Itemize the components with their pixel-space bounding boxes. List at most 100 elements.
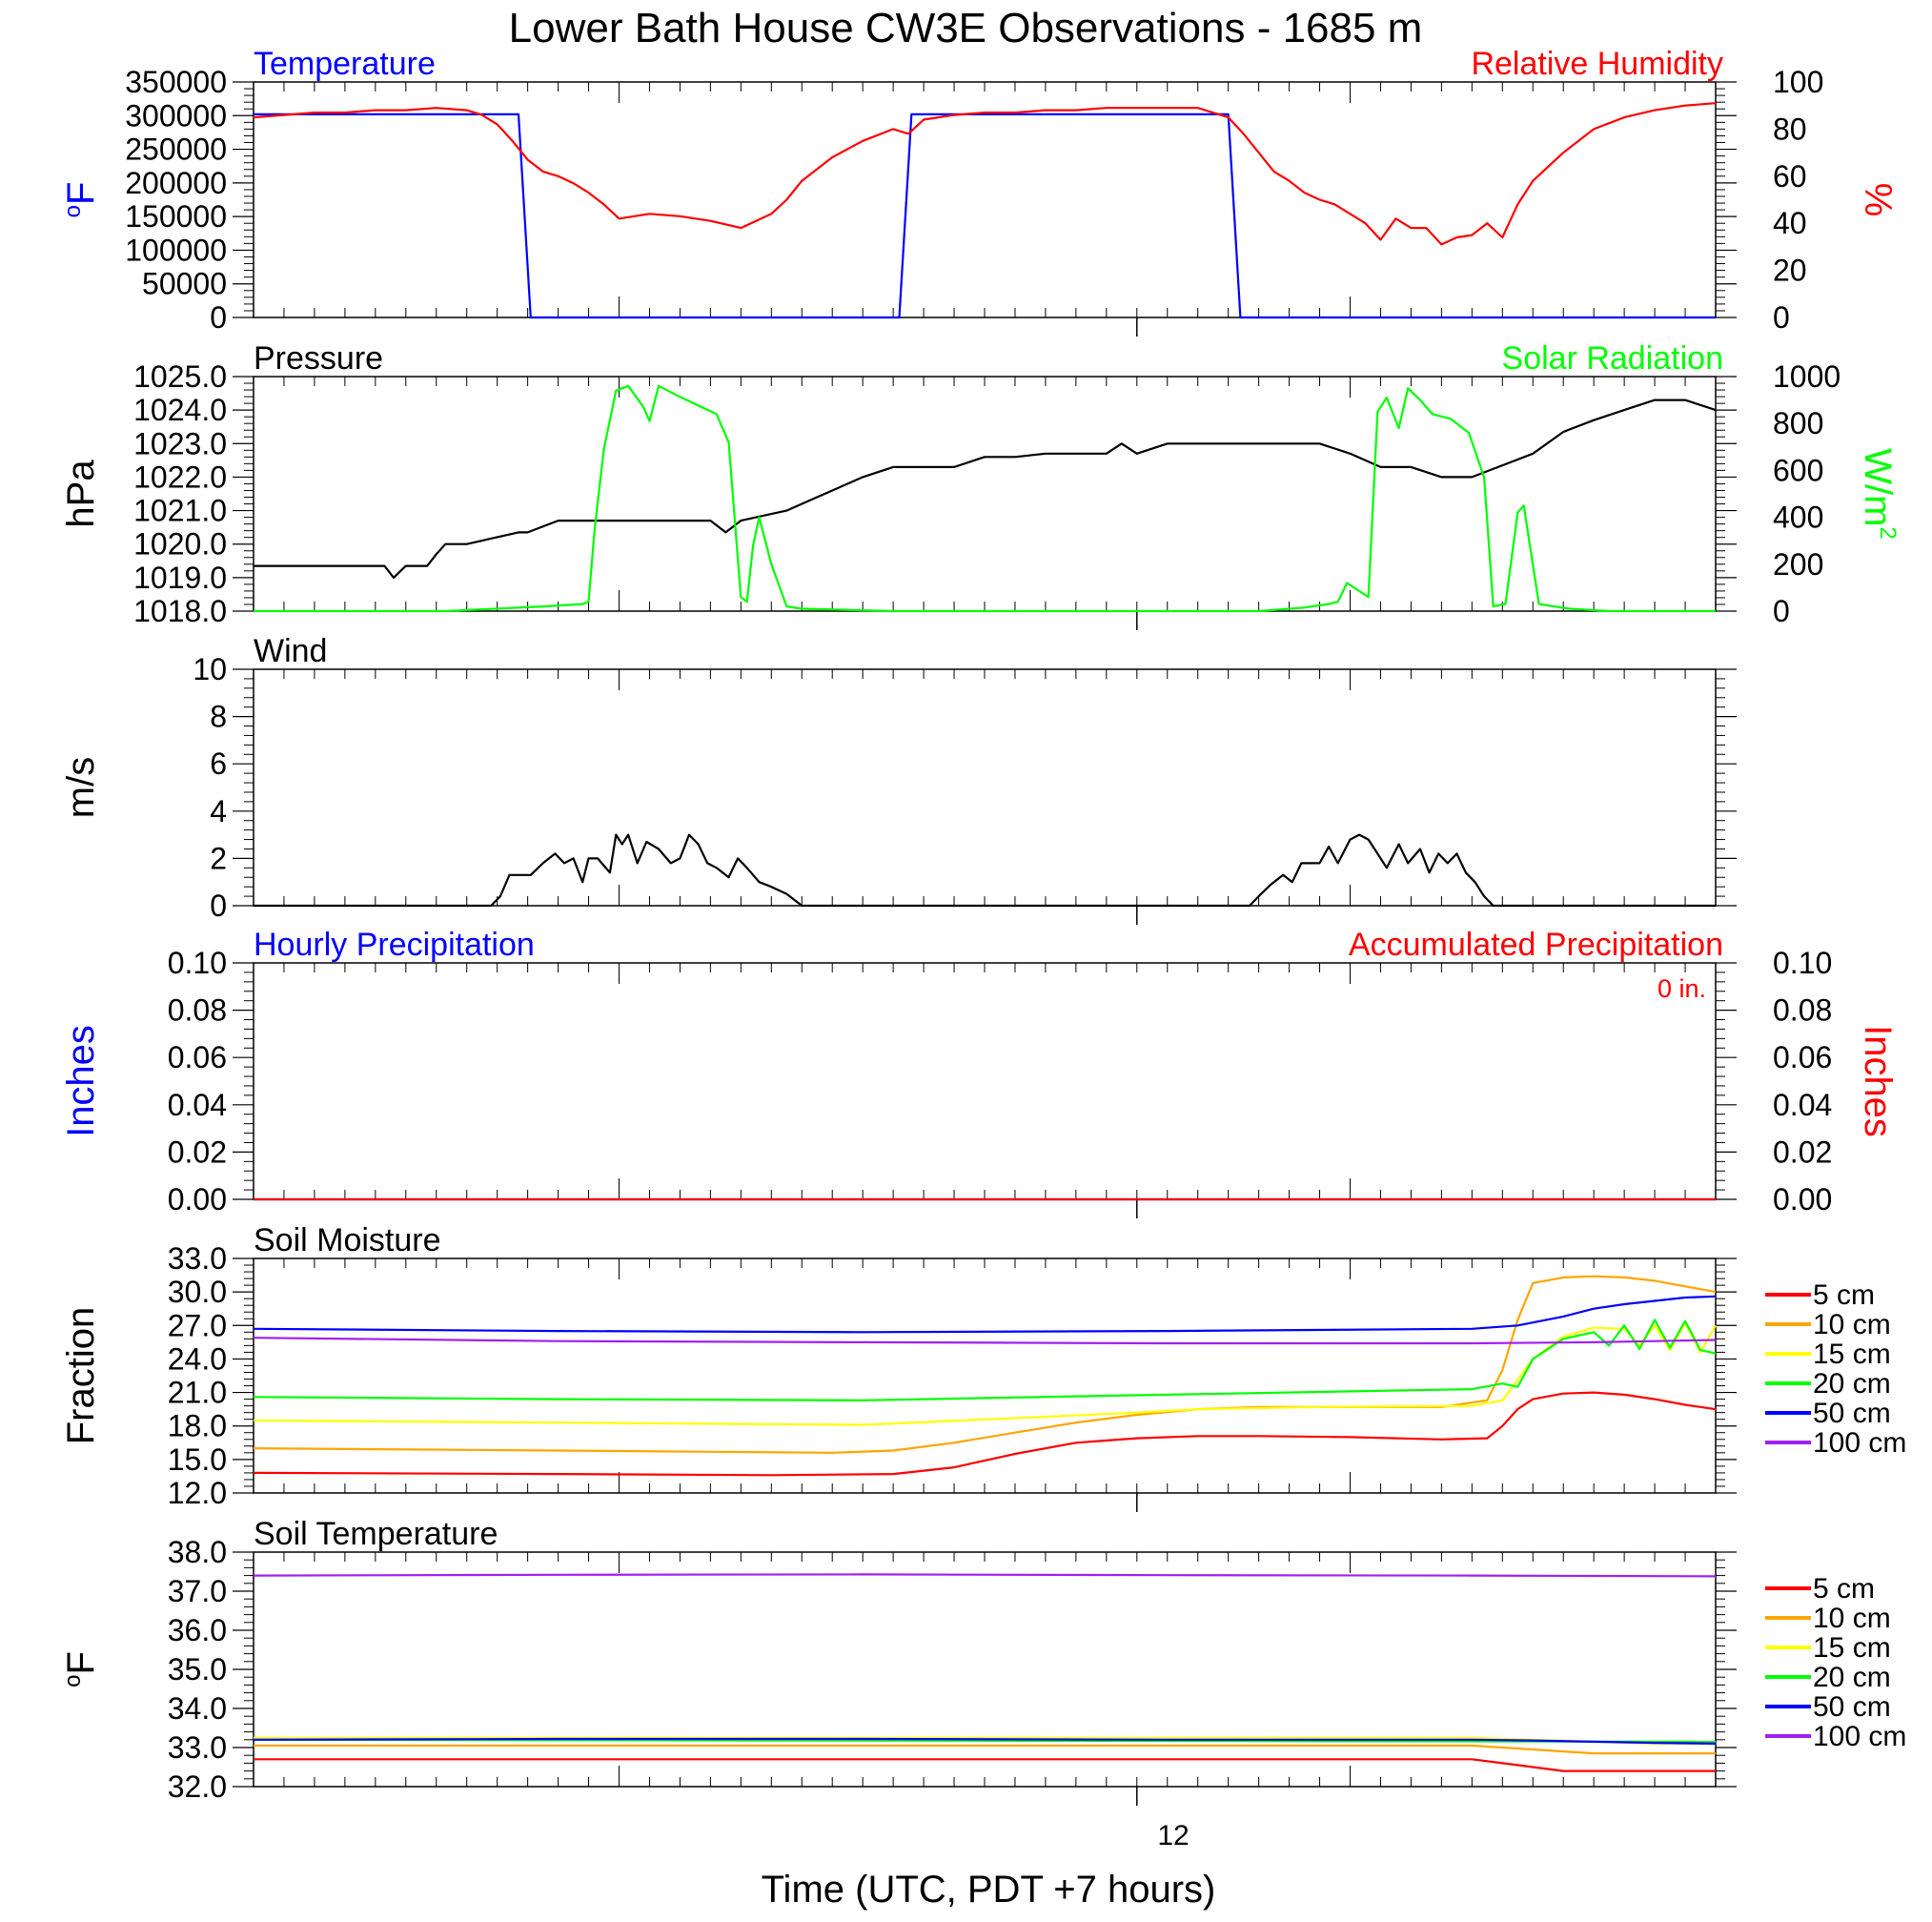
y-tick-label-left: 24.0 [168, 1341, 227, 1376]
y-axis-label-left: Fraction [60, 1307, 102, 1445]
y-tick-label-left: 2 [210, 841, 227, 875]
panel-title-right: Accumulated Precipitation [1349, 927, 1723, 963]
panel-title-left: Hourly Precipitation [254, 927, 535, 963]
y-tick-label-left: 300000 [125, 98, 227, 133]
y-axis-label-right: W/m2 [1857, 448, 1901, 540]
y-tick-label-left: 18.0 [168, 1409, 227, 1443]
y-tick-label-right: 80 [1773, 112, 1807, 146]
series-line-5-cm [254, 1758, 1716, 1772]
y-tick-label-right: 0 [1773, 300, 1790, 335]
series-line-50-cm [253, 1737, 1717, 1745]
y-tick-label-right: 0 [1773, 594, 1790, 628]
y-tick-label-left: 1022.0 [133, 460, 227, 494]
panel-title-left: Pressure [254, 340, 383, 377]
series-line-relative-humidity [253, 102, 1717, 246]
y-tick-label-left: 0 [210, 889, 227, 923]
y-tick-label-left: 15.0 [168, 1442, 227, 1477]
y-tick-label-left: 50000 [142, 267, 227, 301]
unit-superscript: 2 [1875, 526, 1901, 539]
y-tick-label-left: 0.06 [168, 1040, 227, 1074]
y-tick-label-left: 30.0 [168, 1275, 227, 1309]
y-tick-label-left: 12.0 [168, 1476, 227, 1510]
y-tick-label-left: 33.0 [168, 1730, 227, 1765]
legend-label: 50 cm [1813, 1398, 1891, 1429]
unit-text: W/m [1857, 448, 1899, 526]
y-tick-label-right: 0.06 [1773, 1040, 1832, 1074]
legend-label: 100 cm [1813, 1427, 1906, 1459]
unit-letter: F [60, 182, 102, 205]
y-tick-label-left: 10 [193, 652, 227, 686]
y-tick-label-left: 6 [210, 746, 227, 781]
x-tick-label: 12 [1157, 1820, 1189, 1851]
y-tick-label-left: 0.04 [168, 1088, 227, 1122]
panel-1: 0500001000001500002000002500003000003500… [60, 46, 1899, 337]
y-tick-label-left: 1024.0 [133, 393, 227, 427]
y-tick-label-left: 1020.0 [133, 527, 227, 562]
y-tick-label-left: 27.0 [168, 1308, 227, 1342]
legend-label: 10 cm [1813, 1603, 1891, 1634]
x-axis-label: Time (UTC, PDT +7 hours) [762, 1869, 1216, 1911]
y-tick-label-right: 100 [1773, 65, 1823, 99]
y-tick-label-right: 800 [1773, 406, 1823, 440]
series-line-10-cm [253, 1275, 1717, 1454]
degree-symbol: o [60, 1675, 86, 1687]
y-axis-label-right: % [1857, 183, 1899, 217]
y-axis-label-right: Inches [1857, 1025, 1899, 1137]
y-tick-label-left: 250000 [125, 133, 227, 167]
degree-symbol: o [60, 205, 86, 217]
legend-label: 20 cm [1813, 1662, 1891, 1693]
series-line-50-cm [253, 1295, 1717, 1334]
y-tick-label-right: 600 [1773, 453, 1823, 487]
chart-title: Lower Bath House CW3E Observations - 168… [509, 5, 1423, 51]
y-tick-label-right: 0.08 [1773, 993, 1832, 1028]
panel-title-left: Temperature [254, 46, 436, 82]
y-tick-label-left: 37.0 [168, 1574, 227, 1608]
series-line-10-cm [254, 1744, 1716, 1755]
panel-title-left: Soil Moisture [254, 1222, 441, 1258]
y-tick-label-left: 350000 [125, 65, 227, 99]
y-tick-label-left: 38.0 [168, 1535, 227, 1569]
plot-frame [253, 1551, 1717, 1788]
panel-title-right: Solar Radiation [1502, 340, 1723, 377]
y-tick-label-left: 150000 [125, 199, 227, 234]
y-tick-label-left: 1019.0 [133, 561, 227, 595]
legend-label: 5 cm [1813, 1573, 1875, 1605]
legend-label: 50 cm [1813, 1691, 1891, 1723]
plot-frame [253, 1257, 1717, 1494]
y-tick-label-left: 21.0 [168, 1376, 227, 1410]
series-line-solar-radiation [254, 384, 1716, 613]
y-tick-label-right: 400 [1773, 501, 1823, 535]
y-tick-label-left: 4 [210, 794, 227, 828]
y-tick-label-right: 0.02 [1773, 1135, 1832, 1169]
y-tick-label-right: 40 [1773, 206, 1807, 240]
series-line-15-cm [253, 1321, 1717, 1426]
y-axis-label-left: hPa [60, 460, 102, 528]
accumulated-total-label: 0 in. [1657, 974, 1706, 1003]
y-tick-label-left: 8 [210, 700, 227, 734]
plot-frame [253, 668, 1717, 907]
y-axis-label-left: m/s [60, 757, 102, 818]
series-line-100-cm [253, 1337, 1717, 1345]
y-tick-label-left: 32.0 [168, 1769, 227, 1804]
plot-frame [253, 81, 1717, 318]
y-tick-label-right: 0.04 [1773, 1088, 1832, 1122]
y-tick-label-left: 0.08 [168, 993, 227, 1028]
panel-5: 12.015.018.021.024.027.030.033.0 Fraction… [60, 1222, 1906, 1512]
y-tick-label-left: 1025.0 [133, 359, 227, 394]
panel-4: 0.00 0.02 0.04 0.06 0.08 0.10 0.00 0.02 0.04 0.06… [60, 927, 1899, 1218]
plot-frame [253, 376, 1717, 612]
plot-frame [253, 962, 1717, 1200]
series-line-20-cm [253, 1319, 1717, 1401]
unit-letter: F [60, 1651, 102, 1674]
y-tick-label-right: 0.00 [1773, 1182, 1832, 1217]
y-tick-label-left: 33.0 [168, 1241, 227, 1276]
y-tick-label-right: 200 [1773, 547, 1823, 582]
panel-3: 0 2 4 6 8 10 m/s Wind [60, 633, 1737, 925]
y-tick-label-left: 100000 [125, 233, 227, 267]
y-tick-label-left: 0.00 [168, 1182, 227, 1217]
y-tick-label-right: 1000 [1773, 359, 1840, 394]
legend-label: 20 cm [1813, 1368, 1891, 1400]
y-axis-label-left: Inches [60, 1025, 102, 1137]
